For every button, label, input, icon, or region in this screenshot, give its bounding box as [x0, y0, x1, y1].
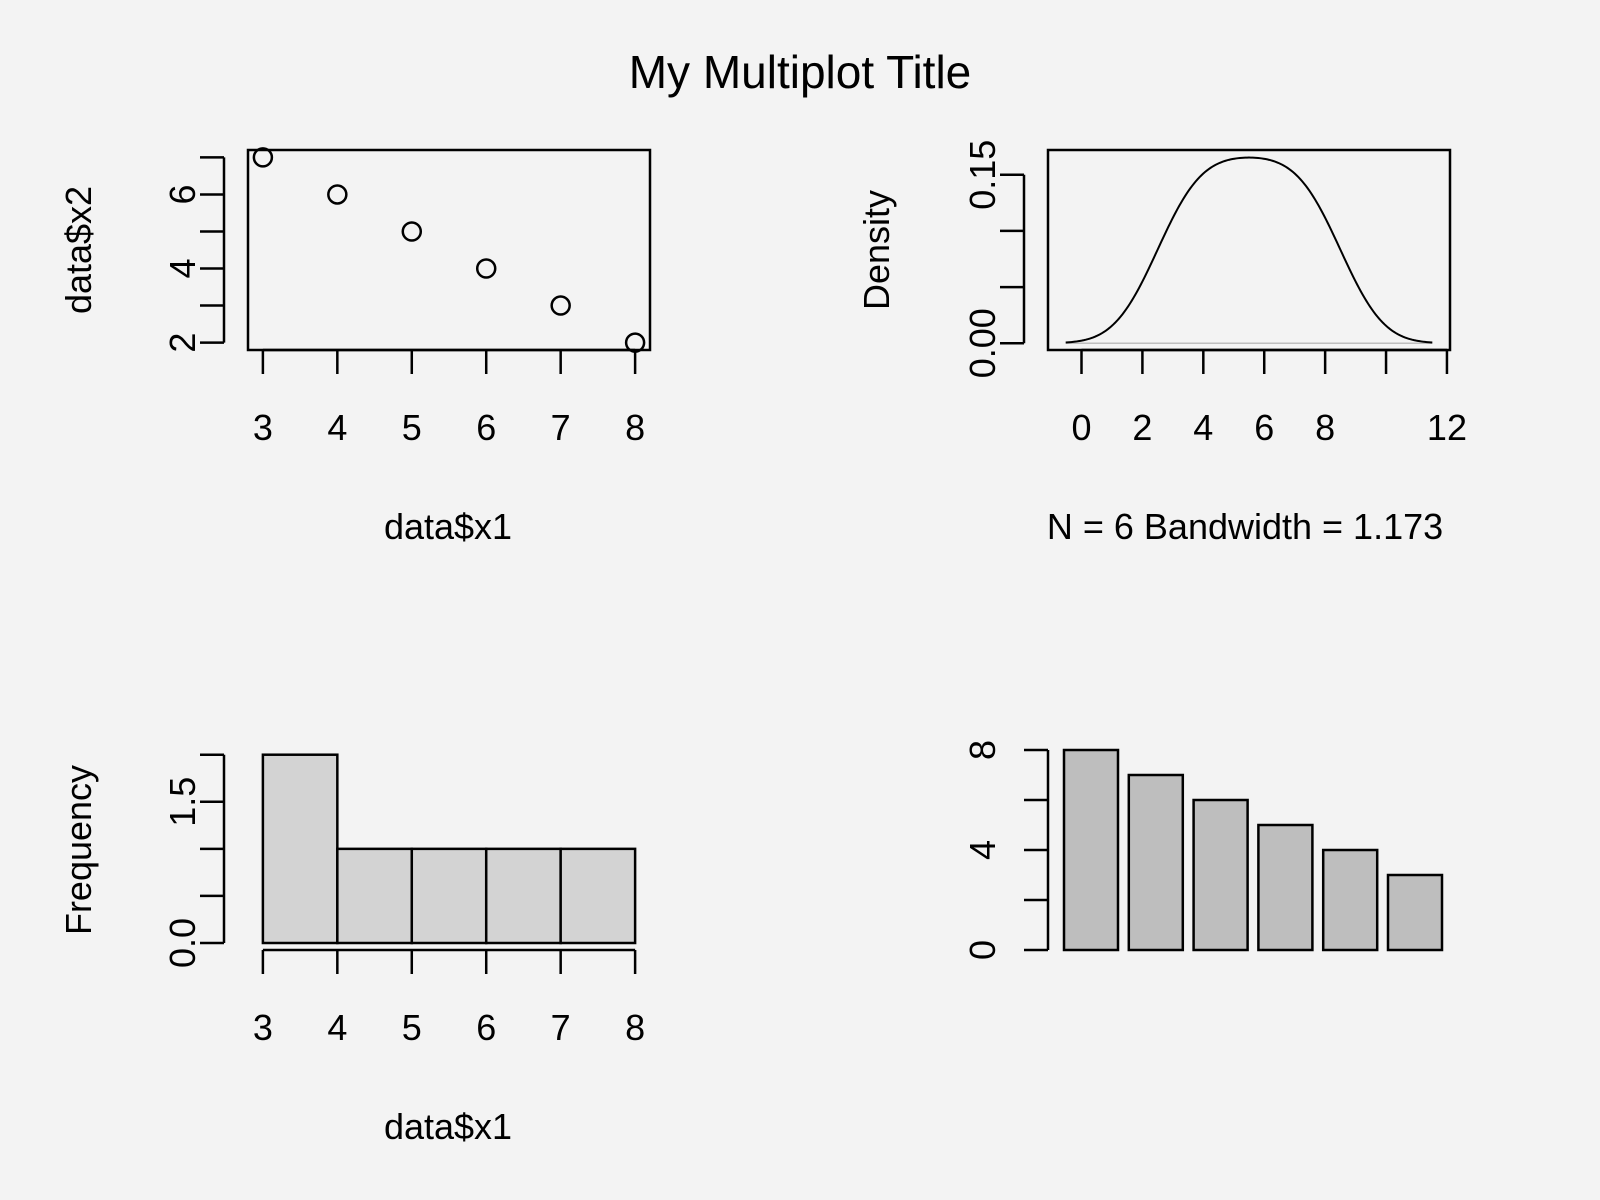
barplot-y-tick-label: 0: [962, 940, 1003, 960]
histogram-bars: [261, 753, 637, 945]
scatter-y-label: data$x2: [58, 186, 99, 314]
histogram-bar: [484, 847, 562, 945]
scatter-panel: 3 4 5 6 7 8 2 4 6 data$x1 data$x2: [58, 147, 652, 547]
density-y-tick-label: 0.00: [962, 308, 1003, 378]
barplot-bar: [1321, 848, 1379, 952]
scatter-x-tick-label: 6: [476, 407, 496, 448]
barplot-bar: [1127, 773, 1185, 952]
density-curve-group: [1065, 156, 1433, 345]
barplot-bar: [1062, 748, 1120, 952]
histogram-x-tick-label: 3: [253, 1007, 273, 1048]
histogram-bar: [410, 847, 488, 945]
histogram-x-tick-label: 8: [625, 1007, 645, 1048]
density-y-tick-label: 0.15: [962, 140, 1003, 210]
scatter-point: [475, 258, 497, 279]
histogram-axes: 3 4 5 6 7 8 0.0 1.5: [162, 753, 645, 1048]
density-x-tick-label: 0: [1071, 407, 1091, 448]
histogram-panel: 3 4 5 6 7 8 0.0 1.5 data$x1 Frequency: [58, 753, 645, 1147]
histogram-bar: [336, 847, 414, 945]
barplot-bar: [1192, 798, 1249, 952]
scatter-point: [252, 147, 274, 168]
density-x-label: N = 6 Bandwidth = 1.173: [1047, 506, 1443, 547]
scatter-points: [252, 147, 646, 353]
scatter-point: [327, 184, 348, 205]
histogram-x-label: data$x1: [384, 1106, 512, 1147]
scatter-point: [550, 295, 571, 316]
figure-title: My Multiplot Title: [629, 46, 972, 98]
scatter-x-tick-label: 7: [551, 407, 571, 448]
histogram-x-tick-label: 7: [551, 1007, 571, 1048]
scatter-point: [401, 221, 423, 242]
density-x-tick-label: 8: [1315, 407, 1335, 448]
barplot-axes: 0 4 8: [962, 740, 1050, 960]
barplot-y-tick-label: 8: [962, 740, 1003, 760]
scatter-x-tick-label: 8: [625, 407, 645, 448]
scatter-x-label: data$x1: [384, 506, 512, 547]
density-x-tick-label: 12: [1427, 407, 1467, 448]
density-x-tick-label: 6: [1254, 407, 1274, 448]
histogram-y-label: Frequency: [58, 765, 99, 935]
scatter-y-tick-label: 2: [162, 333, 203, 353]
scatter-x-tick-label: 4: [327, 407, 347, 448]
scatter-axes: 3 4 5 6 7 8 2 4 6: [162, 148, 652, 448]
histogram-bar: [559, 847, 637, 945]
density-x-tick-label: 2: [1132, 407, 1152, 448]
barplot-bar: [1386, 873, 1444, 952]
histogram-x-tick-label: 5: [402, 1007, 422, 1048]
density-axes: 0 2 4 6 8 12 0.00 0.15: [962, 140, 1467, 448]
scatter-y-tick-label: 4: [162, 259, 203, 279]
histogram-bar: [261, 753, 339, 945]
histogram-y-tick-label: 0.0: [162, 918, 203, 968]
scatter-x-tick-label: 3: [253, 407, 273, 448]
scatter-y-tick-label: 6: [162, 184, 203, 204]
density-curve: [1065, 156, 1433, 344]
density-y-label: Density: [856, 190, 897, 310]
density-panel: 0 2 4 6 8 120.000.15 N = 6 Bandwidth = 1.173 …: [856, 140, 1467, 547]
barplot-y-tick-label: 4: [962, 840, 1003, 860]
scatter-x-tick-label: 5: [402, 407, 422, 448]
barplot-bars: [1062, 748, 1444, 952]
barplot-bar: [1257, 823, 1314, 952]
histogram-y-tick-label: 1.5: [162, 777, 203, 827]
barplot-panel: 0 4 8: [962, 740, 1444, 960]
histogram-x-tick-label: 6: [476, 1007, 496, 1048]
density-x-tick-label: 4: [1193, 407, 1213, 448]
histogram-x-tick-label: 4: [327, 1007, 347, 1048]
